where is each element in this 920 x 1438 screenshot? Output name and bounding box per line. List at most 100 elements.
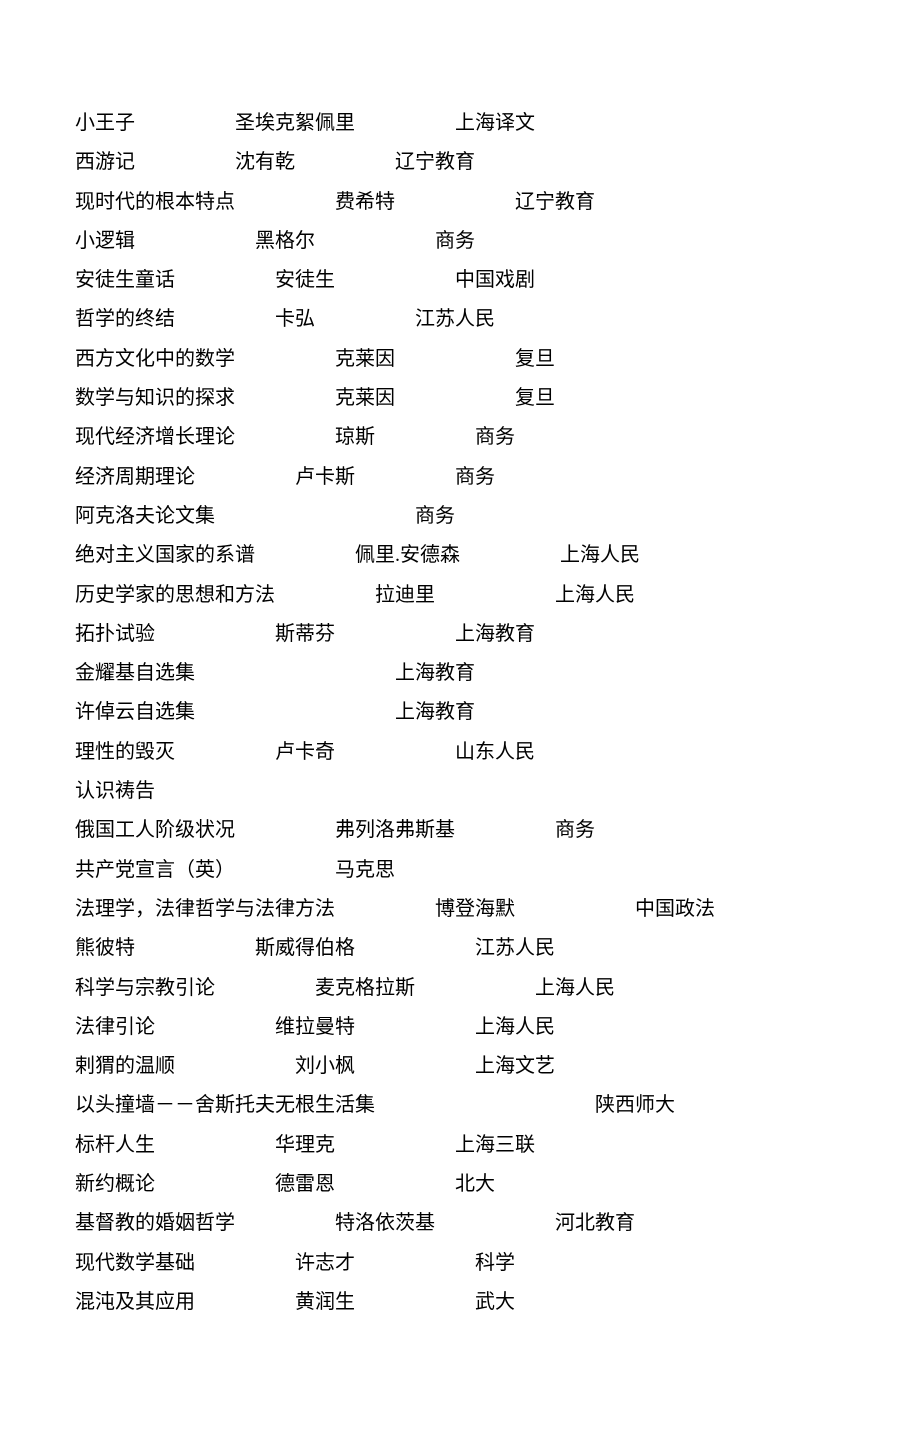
book-title: 拓扑试验 xyxy=(75,621,155,647)
book-title: 哲学的终结 xyxy=(75,306,175,332)
book-row: 现时代的根本特点费希特辽宁教育 xyxy=(75,189,845,215)
book-author: 拉迪里 xyxy=(375,582,435,608)
book-author: 维拉曼特 xyxy=(275,1014,355,1040)
gap xyxy=(355,1014,475,1040)
book-title: 俄国工人阶级状况 xyxy=(75,817,235,843)
book-title: 西方文化中的数学 xyxy=(75,346,235,372)
gap xyxy=(455,817,555,843)
book-title: 许倬云自选集 xyxy=(75,699,195,725)
gap xyxy=(415,975,535,1001)
book-row: 小王子 圣埃克絮佩里 上海译文 xyxy=(75,110,845,136)
gap xyxy=(295,149,395,175)
book-title: 小逻辑 xyxy=(75,228,135,254)
gap xyxy=(235,385,335,411)
gap xyxy=(335,1171,455,1197)
book-publisher: 复旦 xyxy=(515,385,555,411)
gap xyxy=(355,935,475,961)
gap xyxy=(435,582,555,608)
book-row: 现代数学基础许志才科学 xyxy=(75,1250,845,1276)
book-publisher: 北大 xyxy=(455,1171,495,1197)
book-publisher: 河北教育 xyxy=(555,1210,635,1236)
gap xyxy=(175,306,275,332)
book-publisher: 上海教育 xyxy=(395,660,475,686)
book-author: 特洛依茨基 xyxy=(335,1210,435,1236)
book-author: 克莱因 xyxy=(335,385,395,411)
book-title: 现代经济增长理论 xyxy=(75,424,235,450)
book-publisher: 山东人民 xyxy=(455,739,535,765)
book-row: 哲学的终结卡弘江苏人民 xyxy=(75,306,845,332)
book-publisher: 商务 xyxy=(475,424,515,450)
book-publisher: 商务 xyxy=(415,503,455,529)
book-row: 以头撞墙－－舍斯托夫无根生活集陕西师大 xyxy=(75,1092,845,1118)
gap xyxy=(255,542,355,568)
gap xyxy=(235,1210,335,1236)
gap xyxy=(435,1210,555,1236)
book-publisher: 中国政法 xyxy=(635,896,715,922)
gap xyxy=(315,228,435,254)
book-author: 安徒生 xyxy=(275,267,335,293)
book-publisher: 辽宁教育 xyxy=(515,189,595,215)
book-row: 熊彼特斯威得伯格江苏人民 xyxy=(75,935,845,961)
book-row: 许倬云自选集上海教育 xyxy=(75,699,845,725)
book-author: 马克思 xyxy=(335,857,395,883)
gap xyxy=(395,346,515,372)
gap xyxy=(155,1014,275,1040)
gap xyxy=(215,503,415,529)
gap xyxy=(235,189,335,215)
gap xyxy=(195,1250,295,1276)
book-title: 法理学，法律哲学与法律方法 xyxy=(75,896,335,922)
gap xyxy=(195,464,295,490)
book-title: 共产党宣言（英） xyxy=(75,857,235,883)
book-row: 安徒生童话安徒生中国戏剧 xyxy=(75,267,845,293)
book-publisher: 商务 xyxy=(435,228,475,254)
book-title: 以头撞墙－－舍斯托夫无根生活集 xyxy=(75,1092,375,1118)
book-title: 熊彼特 xyxy=(75,935,135,961)
book-author: 卢卡斯 xyxy=(295,464,355,490)
book-title: 小王子 xyxy=(75,110,135,136)
book-row: 新约概论 德雷恩 北大 xyxy=(75,1171,845,1197)
gap xyxy=(335,1132,455,1158)
book-row: 经济周期理论卢卡斯商务 xyxy=(75,464,845,490)
book-author: 卡弘 xyxy=(275,306,315,332)
gap xyxy=(155,1132,275,1158)
gap xyxy=(195,660,395,686)
gap xyxy=(215,975,315,1001)
book-title: 理性的毁灭 xyxy=(75,739,175,765)
book-author: 圣埃克絮佩里 xyxy=(235,110,355,136)
book-title: 新约概论 xyxy=(75,1171,155,1197)
book-title: 基督教的婚姻哲学 xyxy=(75,1210,235,1236)
book-author: 佩里.安德森 xyxy=(355,542,460,568)
book-publisher: 上海译文 xyxy=(455,110,535,136)
gap xyxy=(135,149,235,175)
gap xyxy=(135,935,255,961)
book-publisher: 上海文艺 xyxy=(475,1053,555,1079)
book-title: 标杆人生 xyxy=(75,1132,155,1158)
book-author: 刘小枫 xyxy=(295,1053,355,1079)
book-title: 绝对主义国家的系谱 xyxy=(75,542,255,568)
book-publisher: 上海三联 xyxy=(455,1132,535,1158)
book-row: 基督教的婚姻哲学 特洛依茨基 河北教育 xyxy=(75,1210,845,1236)
gap xyxy=(175,267,275,293)
gap xyxy=(275,582,375,608)
book-publisher: 上海人民 xyxy=(555,582,635,608)
book-row: 标杆人生华理克上海三联 xyxy=(75,1132,845,1158)
book-publisher: 商务 xyxy=(555,817,595,843)
book-list: 小王子 圣埃克絮佩里 上海译文西游记沈有乾辽宁教育现时代的根本特点费希特辽宁教育小逻… xyxy=(75,110,845,1315)
book-row: 阿克洛夫论文集商务 xyxy=(75,503,845,529)
book-row: 金耀基自选集上海教育 xyxy=(75,660,845,686)
gap xyxy=(375,424,475,450)
book-author: 琼斯 xyxy=(335,424,375,450)
gap xyxy=(335,739,455,765)
book-row: 剌猬的温顺刘小枫上海文艺 xyxy=(75,1053,845,1079)
book-row: 西游记沈有乾辽宁教育 xyxy=(75,149,845,175)
gap xyxy=(355,1250,475,1276)
book-author: 斯威得伯格 xyxy=(255,935,355,961)
book-publisher: 上海人民 xyxy=(560,542,640,568)
book-row: 法理学，法律哲学与法律方法博登海默中国政法 xyxy=(75,896,845,922)
book-author: 德雷恩 xyxy=(275,1171,335,1197)
gap xyxy=(335,621,455,647)
book-publisher: 上海教育 xyxy=(455,621,535,647)
gap xyxy=(235,346,335,372)
gap xyxy=(355,110,455,136)
book-row: 小逻辑黑格尔商务 xyxy=(75,228,845,254)
